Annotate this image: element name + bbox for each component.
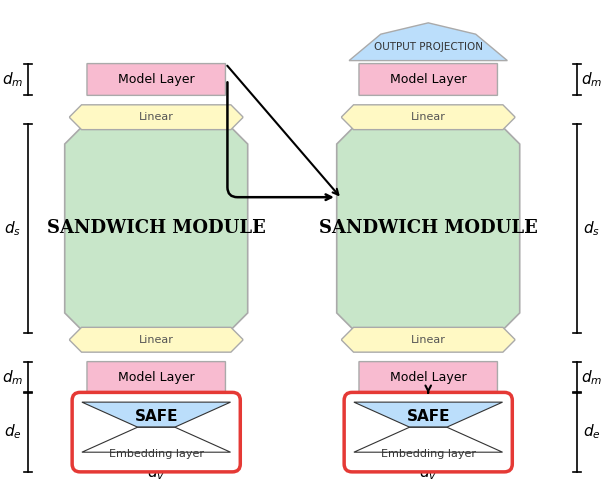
Text: Linear: Linear <box>411 335 446 345</box>
Polygon shape <box>354 402 503 427</box>
Polygon shape <box>82 402 231 427</box>
Text: $d_m$: $d_m$ <box>581 368 602 387</box>
Text: $d_v$: $d_v$ <box>419 464 437 482</box>
Polygon shape <box>342 327 515 352</box>
Text: Linear: Linear <box>411 112 446 122</box>
Polygon shape <box>342 105 515 130</box>
Text: SANDWICH MODULE: SANDWICH MODULE <box>319 219 538 238</box>
Text: Model Layer: Model Layer <box>118 73 194 86</box>
Text: OUTPUT PROJECTION: OUTPUT PROJECTION <box>374 42 483 52</box>
Text: Model Layer: Model Layer <box>390 371 466 384</box>
Text: $d_m$: $d_m$ <box>581 70 602 89</box>
Polygon shape <box>349 23 507 60</box>
Text: $d_m$: $d_m$ <box>2 368 24 387</box>
Text: Embedding layer: Embedding layer <box>109 449 204 459</box>
FancyBboxPatch shape <box>359 362 498 393</box>
Polygon shape <box>65 124 248 333</box>
Text: Linear: Linear <box>139 112 174 122</box>
FancyBboxPatch shape <box>344 393 512 472</box>
Text: $d_e$: $d_e$ <box>582 423 600 441</box>
FancyBboxPatch shape <box>87 362 225 393</box>
Text: $d_s$: $d_s$ <box>583 219 600 238</box>
Text: $d_m$: $d_m$ <box>2 70 24 89</box>
Text: Model Layer: Model Layer <box>390 73 466 86</box>
Text: Model Layer: Model Layer <box>118 371 194 384</box>
FancyBboxPatch shape <box>359 63 498 95</box>
Text: Embedding layer: Embedding layer <box>381 449 476 459</box>
Text: SAFE: SAFE <box>406 409 450 424</box>
FancyBboxPatch shape <box>87 63 225 95</box>
FancyBboxPatch shape <box>72 393 240 472</box>
Polygon shape <box>336 124 519 333</box>
Text: $d_e$: $d_e$ <box>4 423 22 441</box>
Text: SAFE: SAFE <box>135 409 178 424</box>
Polygon shape <box>69 105 243 130</box>
Text: SANDWICH MODULE: SANDWICH MODULE <box>47 219 266 238</box>
Text: $d_s$: $d_s$ <box>4 219 21 238</box>
Text: $d_v$: $d_v$ <box>147 464 165 482</box>
Polygon shape <box>69 327 243 352</box>
Text: Linear: Linear <box>139 335 174 345</box>
